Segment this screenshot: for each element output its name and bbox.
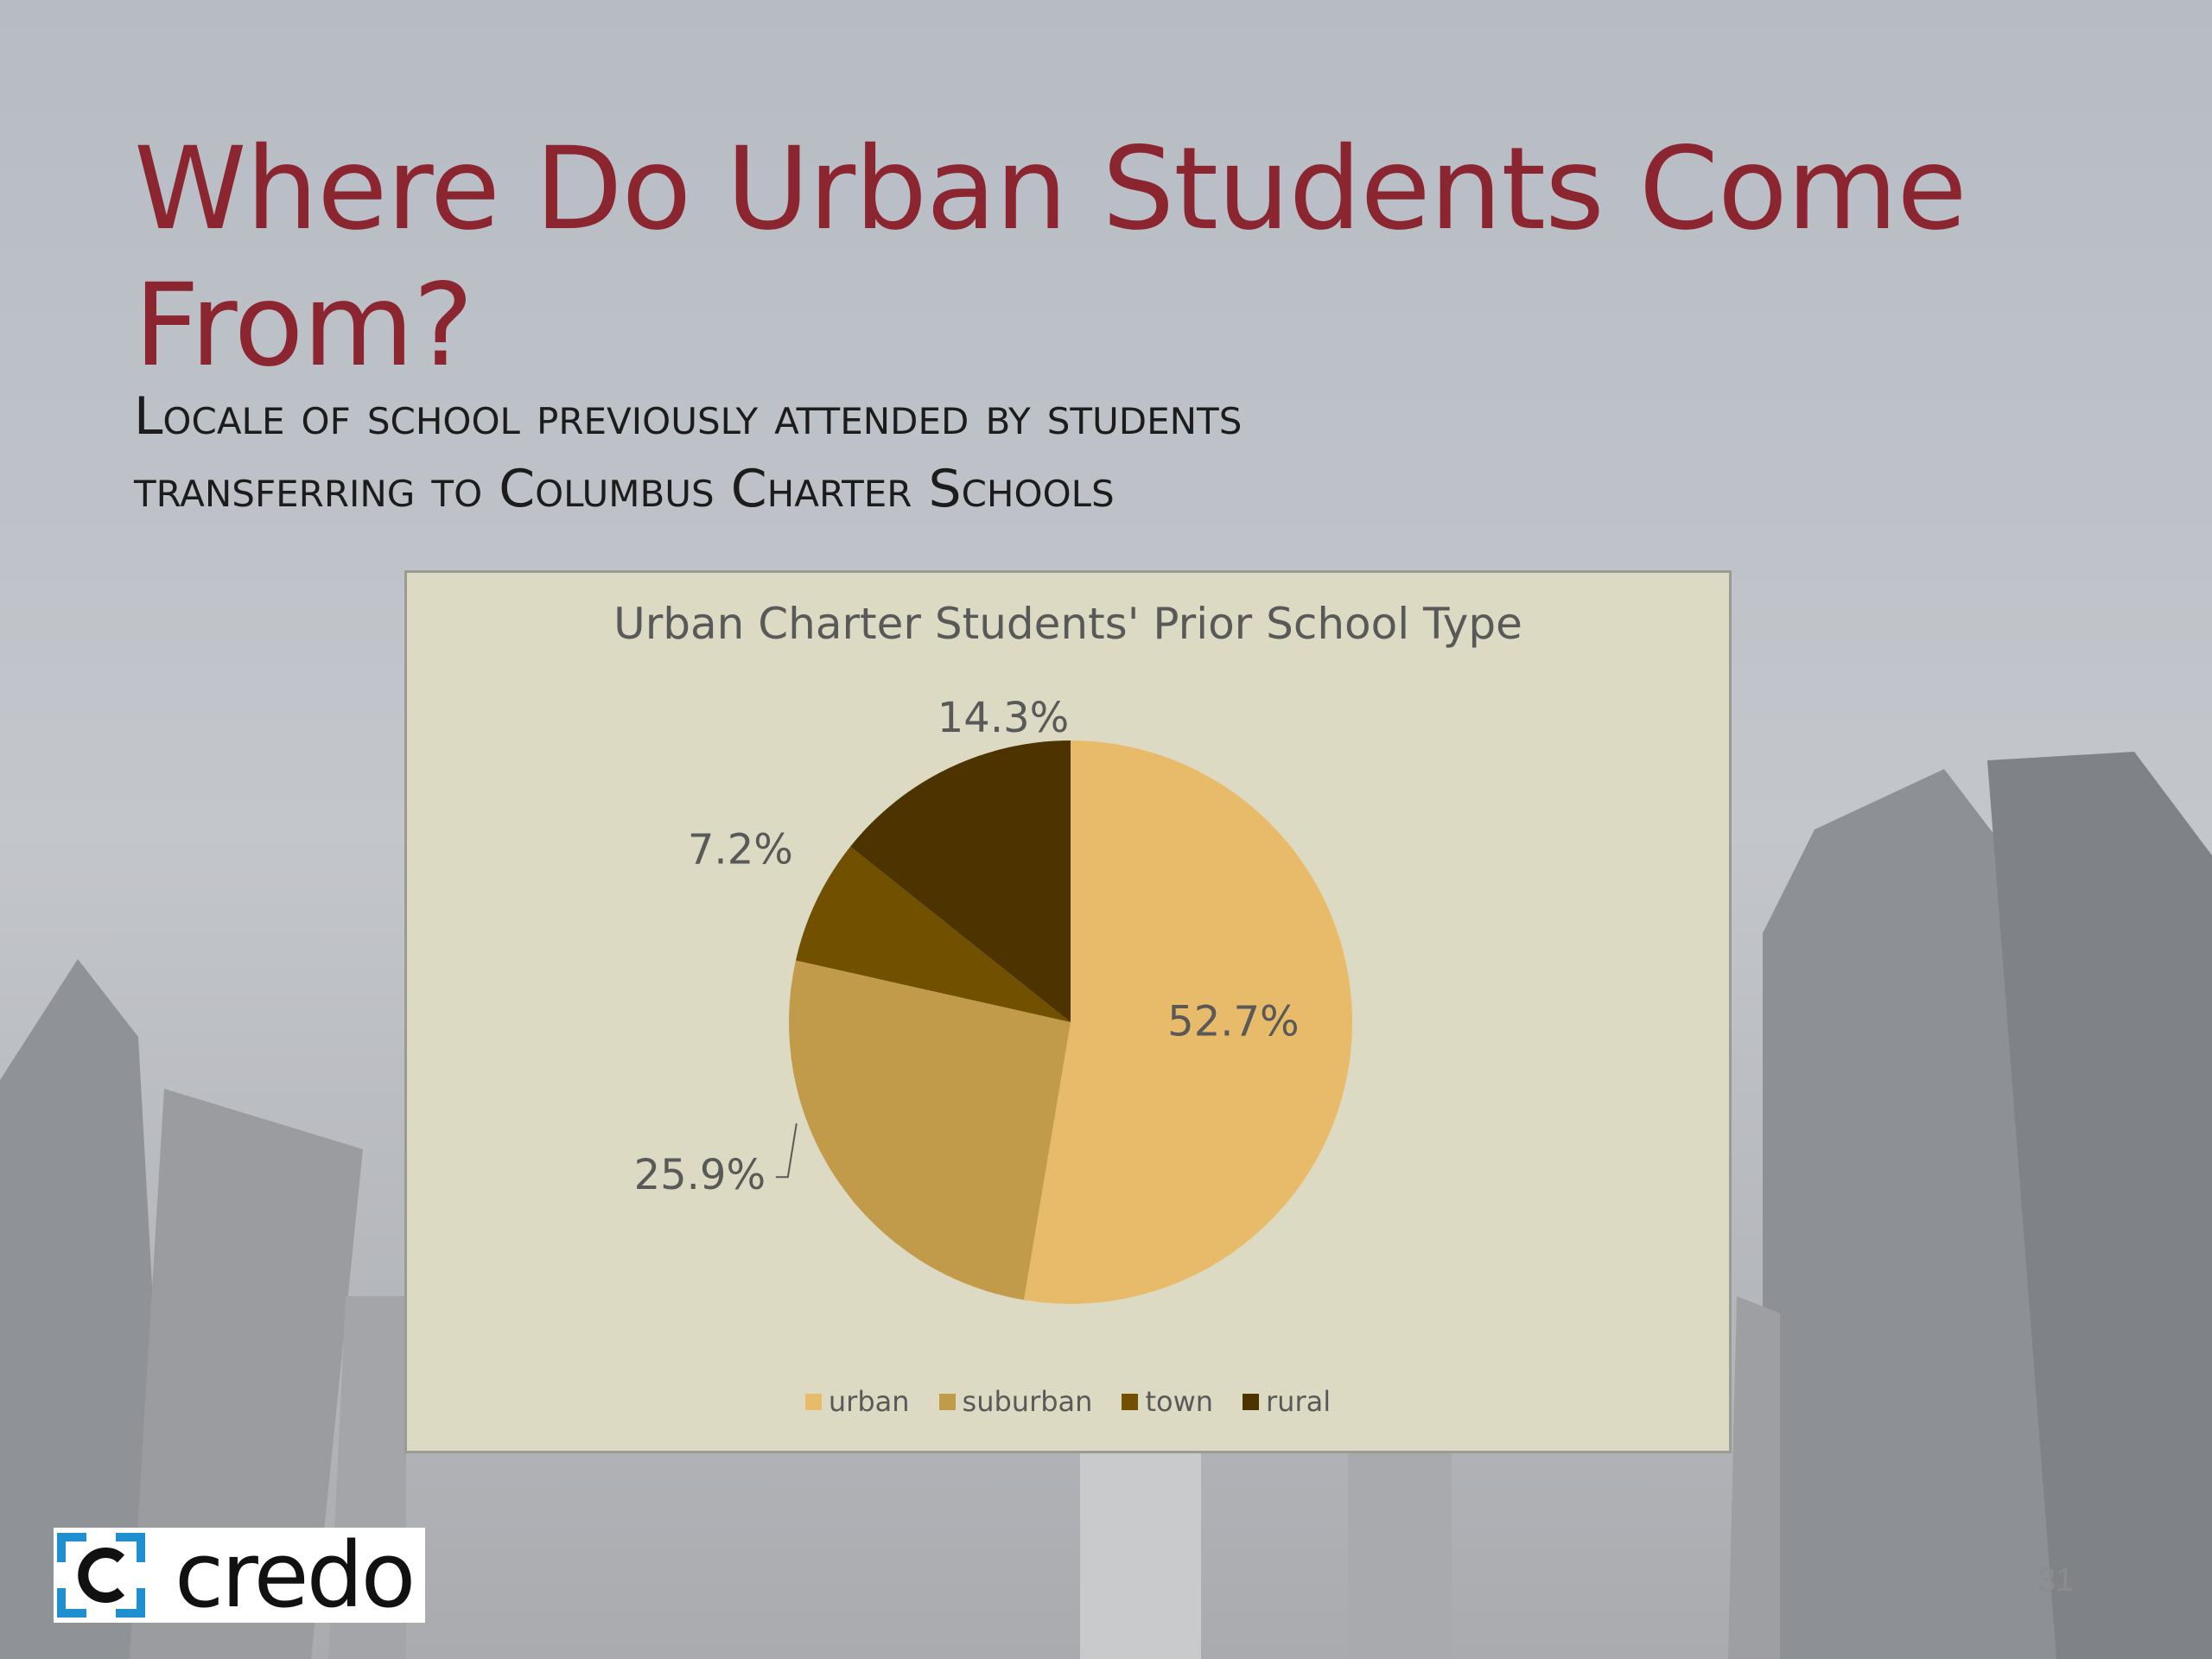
chart-legend: urban suburban town rural: [407, 1385, 1729, 1418]
legend-item-urban: urban: [804, 1385, 910, 1418]
credo-logo-text: credo: [175, 1522, 416, 1628]
legend-swatch-urban: [804, 1393, 822, 1410]
pie-slice-urban: [1024, 741, 1353, 1304]
pie-slice-rural: [850, 741, 1071, 1022]
subtitle-line-2: transferring to Columbus Charter Schools: [134, 459, 1115, 519]
legend-swatch-town: [1122, 1393, 1139, 1410]
slide-subtitle: Locale of school previously attended by …: [134, 380, 1242, 525]
legend-item-town: town: [1122, 1385, 1213, 1418]
legend-swatch-rural: [1243, 1393, 1260, 1410]
page-number: 31: [2037, 1562, 2075, 1599]
legend-swatch-suburban: [938, 1393, 956, 1410]
legend-label-urban: urban: [828, 1385, 910, 1418]
credo-logo: credo: [54, 1528, 425, 1623]
pie-chart: 52.7% 25.9% 7.2% 14.3%: [634, 694, 1353, 1304]
data-label-town: 7.2%: [688, 826, 793, 874]
legend-label-town: town: [1145, 1385, 1214, 1418]
leader-line-suburban: [775, 1123, 798, 1179]
credo-c-bracket-icon: [57, 1533, 145, 1618]
chart-title: Urban Charter Students' Prior School Typ…: [613, 599, 1522, 649]
legend-item-rural: rural: [1243, 1385, 1331, 1418]
slide-title: Where Do Urban Students Come From?: [134, 123, 1967, 393]
chart-panel: Urban Charter Students' Prior School Typ…: [404, 570, 1732, 1453]
legend-item-suburban: suburban: [938, 1385, 1093, 1418]
data-label-rural: 14.3%: [938, 694, 1069, 742]
legend-label-suburban: suburban: [962, 1385, 1093, 1418]
legend-label-rural: rural: [1266, 1385, 1332, 1418]
data-label-urban: 52.7%: [1167, 998, 1299, 1046]
subtitle-line-1: Locale of school previously attended by …: [134, 386, 1243, 447]
data-label-suburban: 25.9%: [634, 1151, 766, 1199]
pie-slice-suburban: [789, 960, 1071, 1300]
pie-slice-town: [795, 846, 1071, 1022]
